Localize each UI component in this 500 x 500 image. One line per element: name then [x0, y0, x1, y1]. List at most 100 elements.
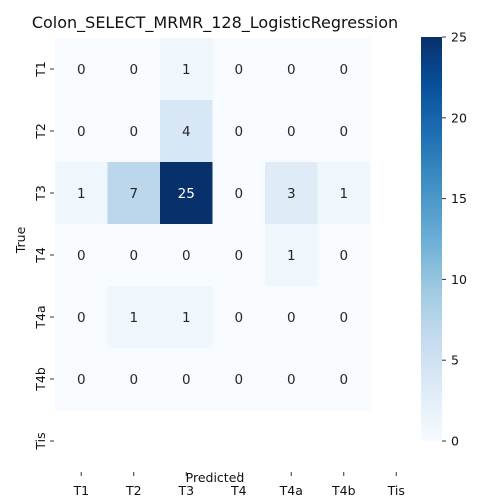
heatmap-cell — [160, 224, 213, 287]
heatmap-cell — [160, 162, 213, 225]
y-tick-label: T4a — [33, 305, 48, 329]
heatmap-cell — [107, 224, 161, 287]
x-tick-label: T1 — [72, 483, 89, 498]
heatmap-cell — [55, 100, 108, 163]
heatmap-cell — [107, 348, 161, 411]
cell-value-label: 0 — [339, 248, 348, 264]
x-axis-label: Predicted — [186, 470, 245, 485]
heatmap-cell — [212, 38, 266, 101]
cell-value-label: 0 — [234, 62, 243, 78]
colorbar-tick-label: 15 — [451, 191, 467, 206]
cell-value-label: 0 — [234, 124, 243, 140]
y-axis-ticks: T1 T2 T3 T4 T4a T4b Tis — [33, 61, 54, 451]
cell-value-label: 0 — [77, 248, 86, 264]
heatmap-cell — [265, 100, 318, 163]
cell-value-label: 1 — [182, 62, 191, 78]
heatmap-cell — [55, 162, 108, 225]
colorbar-tick-label: 0 — [451, 434, 459, 449]
cell-value-label: 0 — [287, 124, 296, 140]
heatmap-cell — [317, 162, 371, 225]
colorbar-tick-label: 20 — [451, 110, 467, 125]
heatmap-cells: 0 0 1 0 0 0 0 0 4 0 0 0 1 7 25 0 3 1 0 0 0 0 1 0 0 1 1 0 0 0 0 0 0 0 0 0 — [55, 38, 371, 411]
heatmap-cell — [212, 224, 266, 287]
cell-value-label: 1 — [129, 310, 138, 326]
colorbar-ticks: 0 5 10 15 20 25 — [442, 30, 467, 449]
cell-value-label: 0 — [339, 372, 348, 388]
heatmap-cell — [317, 348, 371, 411]
heatmap-cell — [212, 286, 266, 349]
heatmap-cell — [317, 224, 371, 287]
cell-value-label: 0 — [287, 62, 296, 78]
cell-value-label: 0 — [234, 310, 243, 326]
cell-value-label: 0 — [129, 62, 138, 78]
heatmap-cell — [317, 38, 371, 101]
heatmap-cell — [212, 348, 266, 411]
x-tick-label: T2 — [125, 483, 142, 498]
cell-value-label: 1 — [339, 186, 348, 202]
heatmap-cell — [265, 162, 318, 225]
cell-value-label: 1 — [182, 310, 191, 326]
cell-value-label: 0 — [129, 124, 138, 140]
x-tick-label: T3 — [177, 483, 194, 498]
cell-value-label: 0 — [77, 124, 86, 140]
x-tick-label: T4 — [230, 483, 247, 498]
cell-value-label: 25 — [178, 186, 195, 202]
cell-value-label: 0 — [234, 186, 243, 202]
heatmap-cell — [160, 38, 213, 101]
cell-value-label: 0 — [77, 372, 86, 388]
cell-value-label: 0 — [77, 310, 86, 326]
heatmap-cell — [212, 162, 266, 225]
cell-value-label: 0 — [339, 310, 348, 326]
cell-value-label: 0 — [234, 248, 243, 264]
heatmap-cell — [317, 286, 371, 349]
heatmap-cell — [160, 348, 213, 411]
cell-value-label: 3 — [287, 186, 296, 202]
heatmap-cell — [160, 286, 213, 349]
y-tick-label: Tis — [33, 432, 48, 450]
heatmap-cell — [55, 286, 108, 349]
cell-value-label: 0 — [129, 248, 138, 264]
heatmap-cell — [160, 100, 213, 163]
heatmap-cell — [107, 100, 161, 163]
heatmap-cell — [265, 38, 318, 101]
cell-value-label: 4 — [182, 124, 191, 140]
x-axis-ticks: T1 T2 T3 T4 T4a T4b Tis — [72, 472, 405, 498]
heatmap-cell — [107, 162, 161, 225]
heatmap-cell — [55, 224, 108, 287]
cell-value-label: 0 — [287, 310, 296, 326]
cell-value-label: 0 — [182, 372, 191, 388]
y-tick-label: T3 — [33, 185, 48, 202]
y-tick-label: T4 — [33, 247, 48, 264]
heatmap-cell — [107, 38, 161, 101]
cell-value-label: 1 — [77, 186, 86, 202]
heatmap-cell — [212, 100, 266, 163]
cell-value-label: 0 — [339, 62, 348, 78]
heatmap-cell — [265, 286, 318, 349]
heatmap-cell — [265, 348, 318, 411]
x-tick-label: T4a — [279, 483, 303, 498]
colorbar-tick-label: 5 — [451, 353, 459, 368]
heatmap-cell — [265, 224, 318, 287]
colorbar — [421, 37, 442, 441]
colorbar-tick-label: 25 — [451, 30, 467, 45]
y-axis-label: True — [13, 226, 28, 254]
chart-title: Colon_SELECT_MRMR_128_LogisticRegression — [32, 13, 398, 33]
cell-value-label: 0 — [77, 62, 86, 78]
x-tick-label: Tis — [387, 483, 405, 498]
heatmap-cell — [55, 38, 108, 101]
heatmap-cell — [55, 348, 108, 411]
y-tick-label: T2 — [33, 123, 48, 140]
cell-value-label: 7 — [129, 186, 138, 202]
cell-value-label: 0 — [287, 372, 296, 388]
cell-value-label: 0 — [182, 248, 191, 264]
cell-value-label: 0 — [234, 372, 243, 388]
cell-value-label: 0 — [129, 372, 138, 388]
heatmap-cell — [317, 100, 371, 163]
colorbar-tick-label: 10 — [451, 272, 467, 287]
heatmap-cell — [107, 286, 161, 349]
y-tick-label: T4b — [33, 367, 48, 392]
cell-value-label: 0 — [339, 124, 348, 140]
cell-value-label: 1 — [287, 248, 296, 264]
y-tick-label: T1 — [33, 61, 48, 78]
